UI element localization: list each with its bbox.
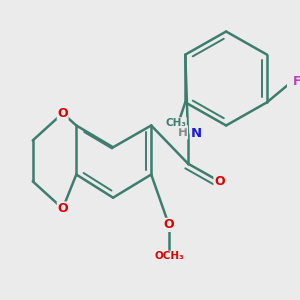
Text: O: O bbox=[214, 175, 225, 188]
Text: O: O bbox=[164, 218, 174, 231]
Text: O: O bbox=[57, 202, 68, 215]
Text: N: N bbox=[190, 127, 202, 140]
Text: H: H bbox=[178, 126, 188, 139]
Text: O: O bbox=[57, 107, 68, 120]
Text: F: F bbox=[293, 75, 300, 88]
Text: CH₃: CH₃ bbox=[165, 118, 186, 128]
Text: OCH₃: OCH₃ bbox=[154, 251, 184, 261]
